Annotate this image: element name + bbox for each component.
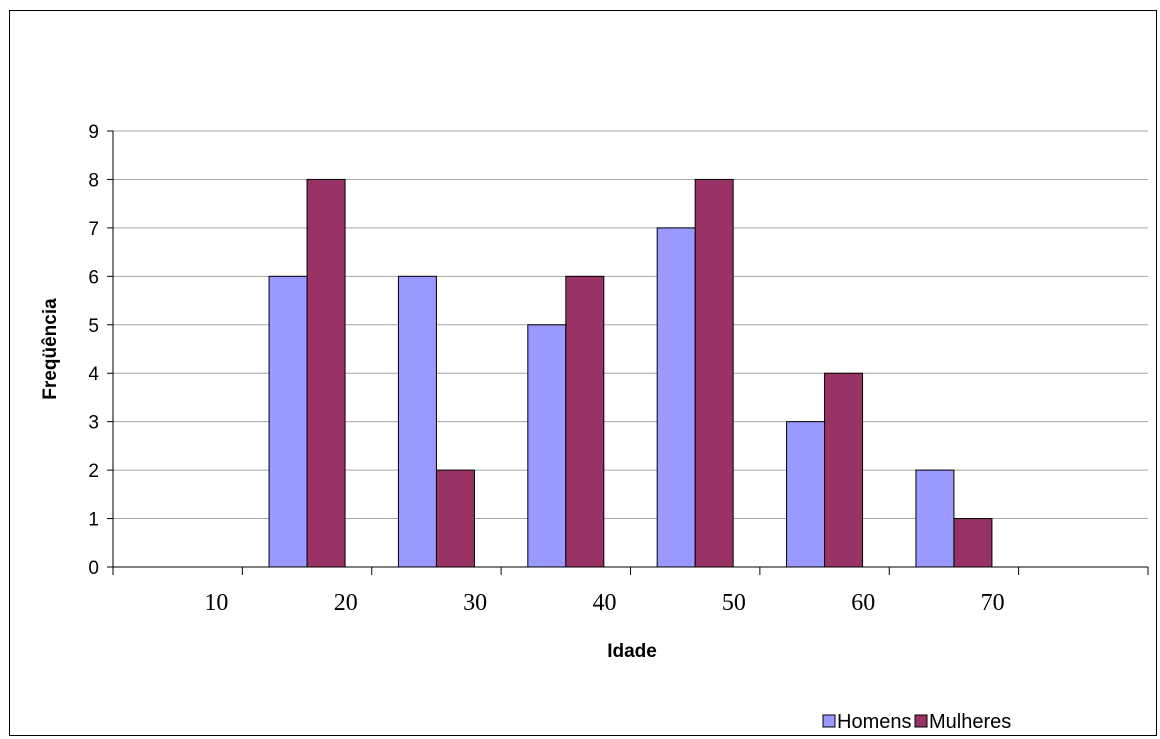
legend-label-mulheres: Mulheres: [929, 711, 1011, 733]
legend-swatch-mulheres: [914, 714, 928, 728]
legend-label-homens: Homens: [837, 711, 911, 733]
legend-swatch-homens: [822, 714, 836, 728]
y-tick-label: 5: [88, 316, 99, 337]
grid-lines: [113, 130, 1148, 520]
x-tick-labels: 10 20 30 40 50 60 70: [204, 590, 1004, 616]
x-tick-label: 30: [463, 590, 487, 616]
x-tick-label: 40: [593, 590, 617, 616]
bar-mulheres-10-20: [306, 178, 346, 568]
bar-mulheres-30-40: [565, 275, 605, 568]
axes: [107, 130, 1149, 575]
x-tick-label: 20: [334, 590, 358, 616]
bar-mulheres-40-50: [694, 178, 734, 568]
bar-homens-30-40: [527, 324, 567, 568]
bar-homens-60-70: [915, 469, 955, 568]
y-tick-label: 4: [88, 364, 99, 385]
bar-homens-10-20: [268, 275, 308, 568]
bars: [268, 178, 993, 568]
y-tick-label: 8: [88, 170, 99, 191]
y-tick-label: 7: [88, 219, 99, 240]
bar-homens-40-50: [656, 227, 696, 568]
y-tick-label: 9: [88, 122, 99, 143]
legend: Homens Mulheres: [822, 711, 1011, 733]
bar-mulheres-50-60: [824, 372, 864, 568]
y-tick-label: 2: [88, 461, 99, 482]
x-tick-label: 70: [981, 590, 1005, 616]
y-tick-label: 1: [88, 510, 99, 531]
y-tick-label: 0: [88, 558, 99, 579]
bar-homens-20-30: [397, 275, 437, 568]
bar-mulheres-20-30: [435, 469, 475, 568]
x-tick-label: 60: [851, 590, 875, 616]
x-tick-label: 10: [204, 590, 228, 616]
y-axis-title: Freqüência: [40, 298, 61, 400]
y-tick-labels: 0 1 2 3 4 5 6 7 8 9: [88, 122, 99, 579]
x-axis-title: Idade: [607, 641, 657, 662]
bar-homens-50-60: [786, 421, 826, 568]
y-tick-label: 3: [88, 413, 99, 434]
x-tick-label: 50: [722, 590, 746, 616]
y-tick-label: 6: [88, 267, 99, 288]
bar-mulheres-60-70: [953, 518, 993, 568]
